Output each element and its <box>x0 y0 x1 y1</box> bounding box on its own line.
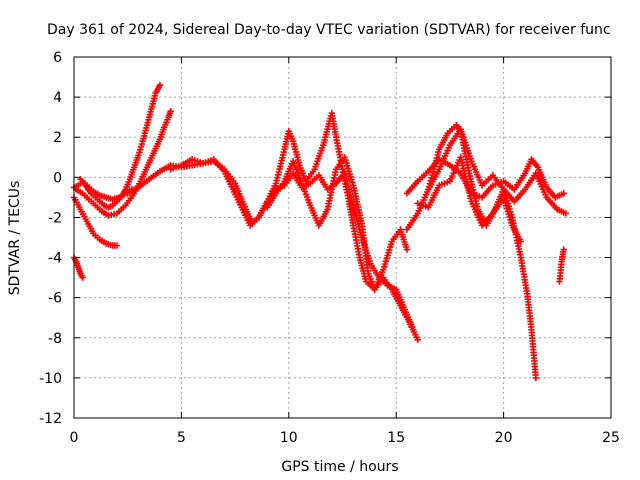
plus-markers <box>167 110 421 343</box>
y-tick-label: -12 <box>39 411 62 427</box>
y-tick-label: -6 <box>48 291 62 307</box>
plot-frame <box>73 56 612 419</box>
y-tick-label: 6 <box>53 50 62 66</box>
data-marks <box>70 81 570 382</box>
y-tick-label: 0 <box>53 170 62 186</box>
y-tick-label: -8 <box>48 331 62 347</box>
series-arc-8 <box>264 154 411 293</box>
y-tick-label: 4 <box>53 90 62 106</box>
grid-lines <box>74 57 611 418</box>
series-arc-2 <box>70 254 86 281</box>
chart-title: Day 361 of 2024, Sidereal Day-to-day VTE… <box>47 22 611 38</box>
plus-markers <box>556 246 567 285</box>
series-arc-13 <box>556 246 567 285</box>
x-tick-label: 25 <box>602 430 620 446</box>
plus-markers <box>264 154 411 293</box>
series-arc-4 <box>72 107 174 219</box>
y-tick-label: 2 <box>53 130 62 146</box>
y-tick-label: -4 <box>48 251 62 267</box>
x-axis-label: GPS time / hours <box>281 459 398 475</box>
plus-markers <box>414 154 524 245</box>
y-tick-label: -10 <box>39 371 62 387</box>
x-tick-label: 15 <box>387 430 405 446</box>
series-arc-12 <box>425 126 570 217</box>
x-tick-label: 10 <box>280 430 298 446</box>
plus-markers <box>124 158 417 333</box>
axis-ticks: 0 5 10 15 20 25 -12 -10 -8 -6 -4 -2 0 2 4 6 <box>39 50 620 446</box>
series-arc-6 <box>124 158 417 333</box>
plus-markers <box>425 126 570 217</box>
series-arc-7 <box>167 110 421 343</box>
plus-markers <box>70 81 164 211</box>
plus-markers <box>72 107 174 219</box>
x-tick-label: 0 <box>70 430 79 446</box>
series-arc-11 <box>414 154 524 245</box>
x-tick-label: 20 <box>495 430 513 446</box>
series-arc-3 <box>70 81 164 211</box>
y-tick-label: -2 <box>48 210 62 226</box>
x-tick-label: 5 <box>177 430 186 446</box>
plus-markers <box>70 254 86 281</box>
y-axis-label: SDTVAR / TECUs <box>7 181 23 296</box>
